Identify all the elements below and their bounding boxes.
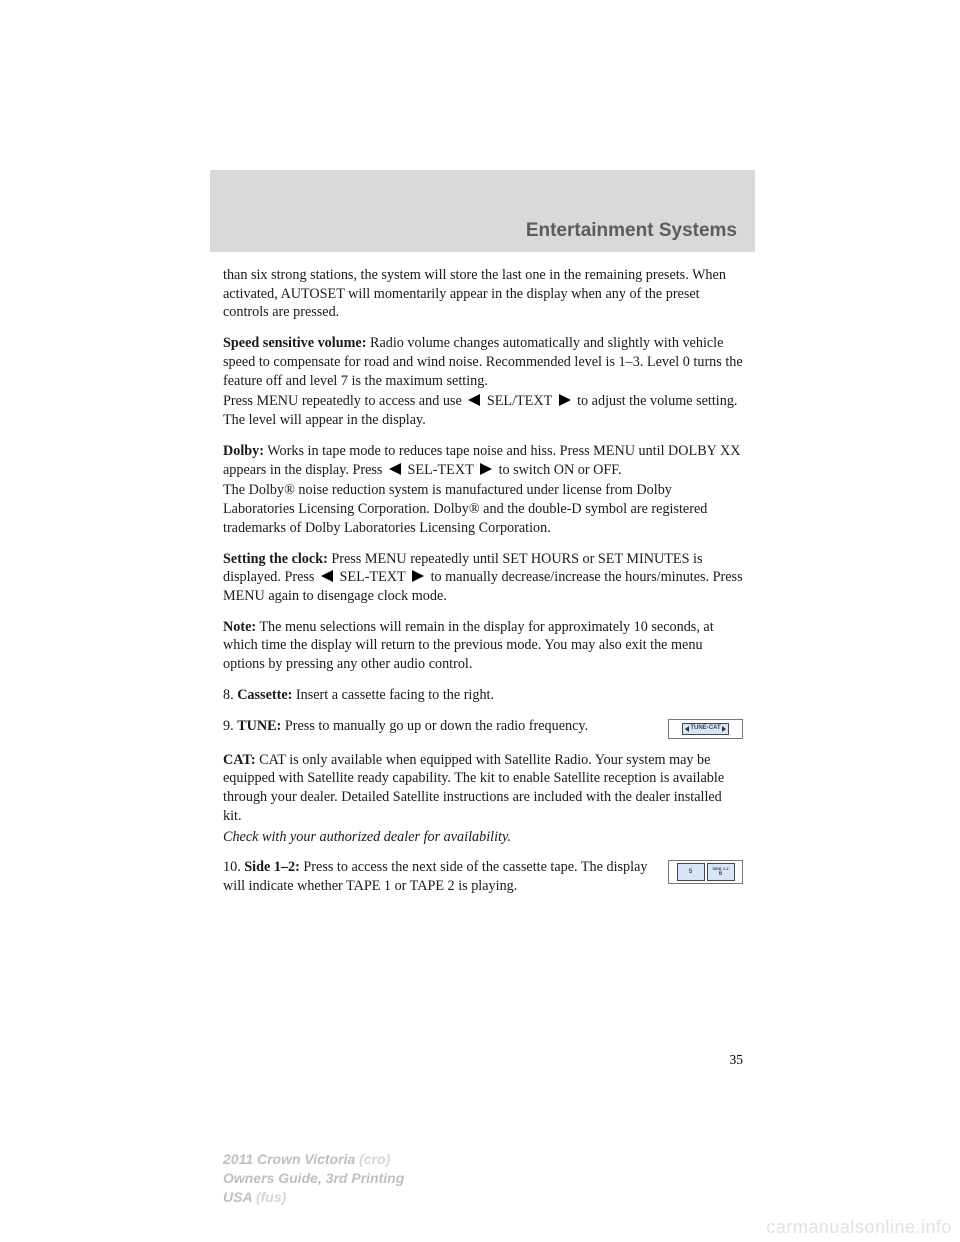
side-row: 10. Side 1–2: Press to access the next s… — [223, 858, 743, 895]
tune-num: 9. — [223, 718, 237, 734]
header-band: Entertainment Systems — [210, 170, 755, 252]
cat-label: CAT: — [223, 752, 256, 768]
tune-text: 9. TUNE: Press to manually go up or down… — [223, 717, 668, 736]
para-ssv-press: Press MENU repeatedly to access and use … — [223, 392, 743, 429]
footer-region: USA — [223, 1189, 256, 1205]
page-number: 35 — [730, 1052, 744, 1068]
arrow-left-icon — [685, 726, 689, 732]
side-button-figure: 5 SIDE 1-2 6 — [668, 860, 743, 884]
note-body: The menu selections will remain in the d… — [223, 619, 714, 672]
arrow-left-icon — [468, 394, 480, 406]
section-title: Entertainment Systems — [526, 220, 737, 242]
para-cat-italic: Check with your authorized dealer for av… — [223, 828, 743, 847]
footer-line-3: USA (fus) — [223, 1188, 404, 1207]
para-dolby: Dolby: Works in tape mode to reduces tap… — [223, 442, 743, 479]
para-clock: Setting the clock: Press MENU repeatedly… — [223, 550, 743, 606]
clock-label: Setting the clock: — [223, 551, 328, 567]
tune-body: Press to manually go up or down the radi… — [281, 718, 588, 734]
clock-b: SEL-TEXT — [336, 569, 409, 585]
tune-row: 9. TUNE: Press to manually go up or down… — [223, 717, 743, 739]
tune-btn-label: TUNE-CAT — [690, 725, 720, 733]
ssv-label: Speed sensitive volume: — [223, 335, 366, 351]
side-text: 10. Side 1–2: Press to access the next s… — [223, 858, 668, 895]
para-dolby-note: The Dolby® noise reduction system is man… — [223, 481, 743, 537]
ssv-press-a: Press MENU repeatedly to access and use — [223, 393, 465, 409]
dolby-b: SEL-TEXT — [404, 462, 477, 478]
dolby-c: to switch ON or OFF. — [495, 462, 622, 478]
arrow-left-icon — [389, 463, 401, 475]
arrow-right-icon — [559, 394, 571, 406]
para-cat: CAT: CAT is only available when equipped… — [223, 751, 743, 826]
side-cell-6: SIDE 1-2 6 — [707, 863, 735, 881]
para-cassette: 8. Cassette: Insert a cassette facing to… — [223, 686, 743, 705]
para-note: Note: The menu selections will remain in… — [223, 618, 743, 674]
note-label: Note: — [223, 619, 256, 635]
footer-line-2: Owners Guide, 3rd Printing — [223, 1169, 404, 1188]
ssv-press-b: SEL/TEXT — [483, 393, 555, 409]
side-num: 10. — [223, 859, 244, 875]
cassette-num: 8. — [223, 687, 237, 703]
side-right-bot-label: 6 — [719, 871, 722, 877]
para-ssv: Speed sensitive volume: Radio volume cha… — [223, 334, 743, 390]
side-left-label: 5 — [689, 869, 692, 875]
side-button: 5 SIDE 1-2 6 — [677, 863, 735, 881]
footer-model: 2011 Crown Victoria — [223, 1151, 359, 1167]
cat-body: CAT is only available when equipped with… — [223, 752, 724, 824]
footer: 2011 Crown Victoria (cro) Owners Guide, … — [223, 1150, 404, 1207]
dolby-label: Dolby: — [223, 443, 264, 459]
footer-code2: (fus) — [256, 1189, 286, 1205]
cassette-body: Insert a cassette facing to the right. — [292, 687, 494, 703]
cassette-label: Cassette: — [237, 687, 292, 703]
arrow-right-icon — [412, 570, 424, 582]
side-label: Side 1–2: — [244, 859, 300, 875]
arrow-left-icon — [321, 570, 333, 582]
footer-code1: (cro) — [359, 1151, 390, 1167]
arrow-right-icon — [722, 726, 726, 732]
watermark: carmanualsonline.info — [766, 1217, 952, 1238]
page-content: than six strong stations, the system wil… — [223, 266, 743, 908]
tune-cat-button: TUNE-CAT — [682, 723, 728, 735]
footer-line-1: 2011 Crown Victoria (cro) — [223, 1150, 404, 1169]
side-cell-5: 5 — [677, 863, 705, 881]
para-intro: than six strong stations, the system wil… — [223, 266, 743, 322]
arrow-right-icon — [480, 463, 492, 475]
tune-button-figure: TUNE-CAT — [668, 719, 743, 739]
tune-label: TUNE: — [237, 718, 281, 734]
